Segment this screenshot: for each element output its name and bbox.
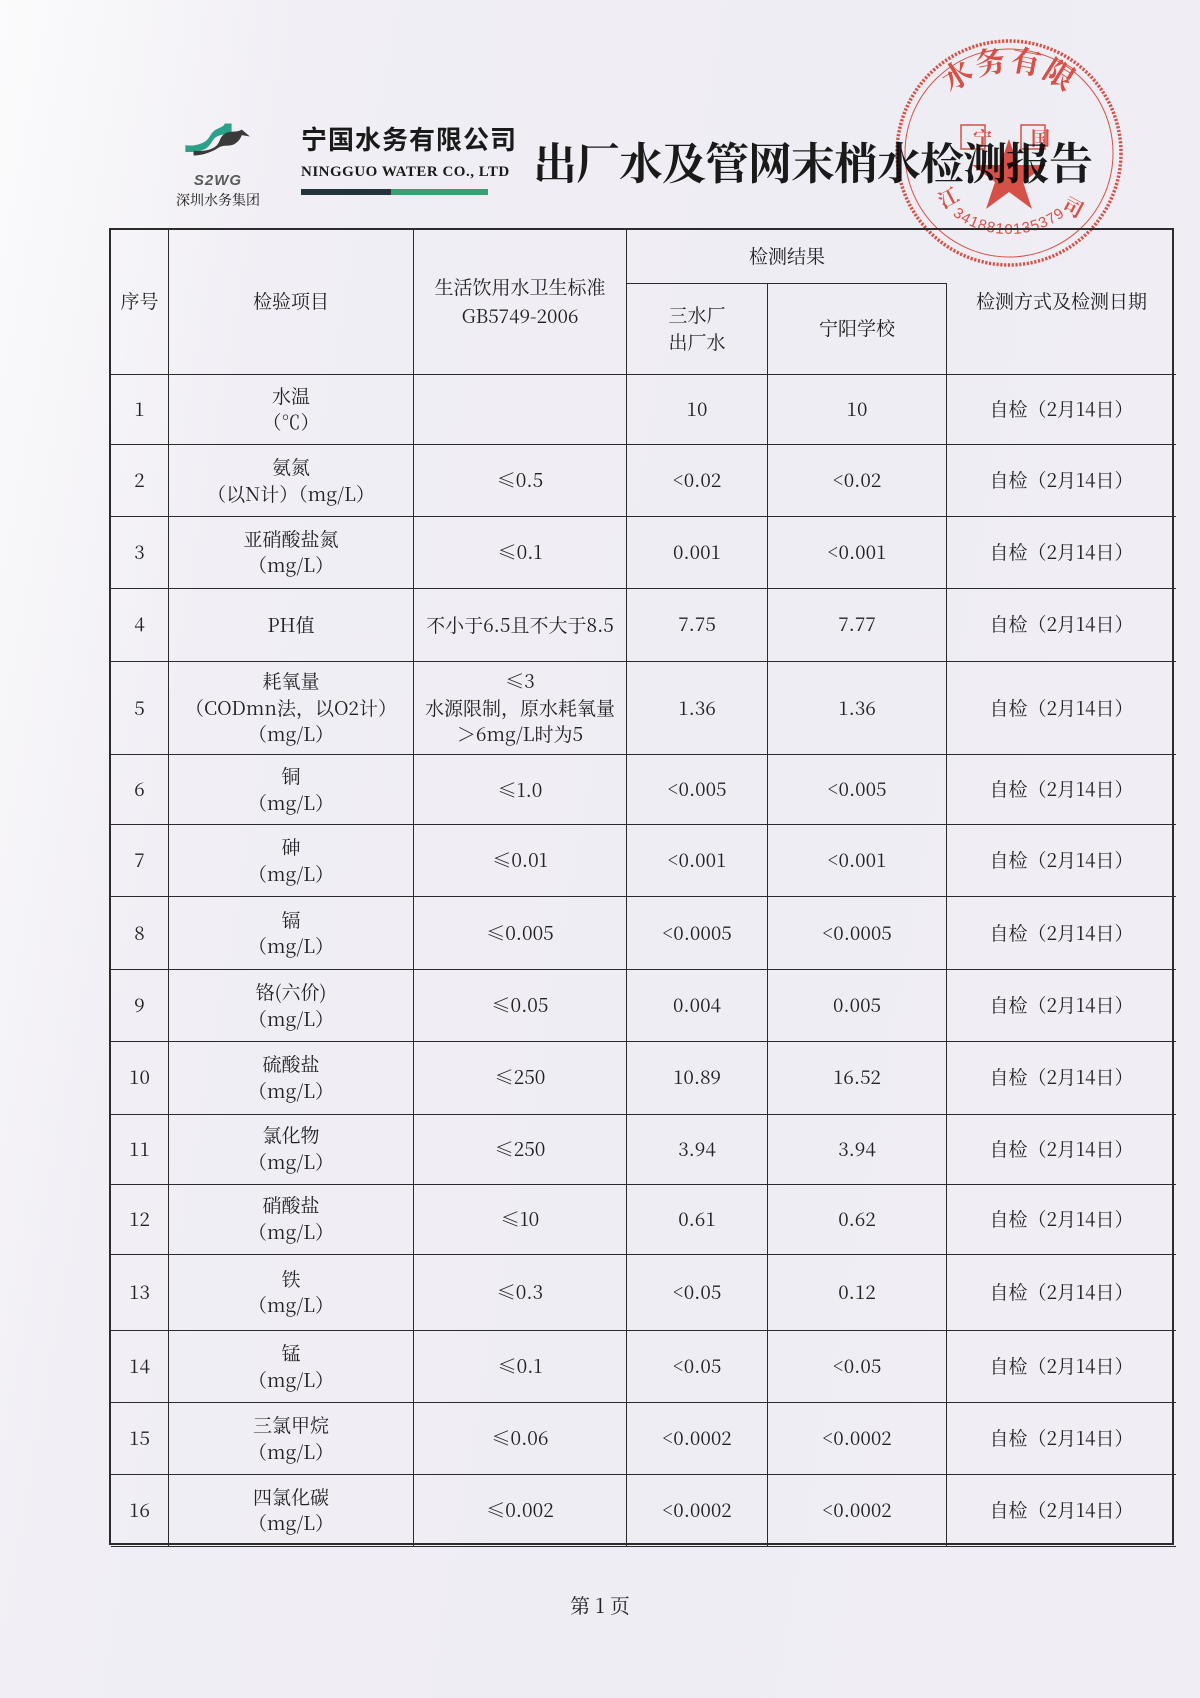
svg-text:宁: 宁 bbox=[973, 124, 992, 151]
svg-text:国: 国 bbox=[1031, 124, 1050, 151]
svg-text:水务有限: 水务有限 bbox=[931, 37, 1086, 100]
